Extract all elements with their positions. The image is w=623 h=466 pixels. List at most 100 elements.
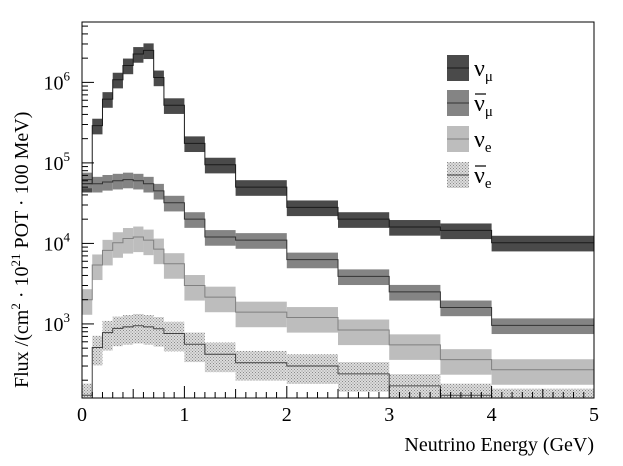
nu_e_bar-band-bin-10 — [204, 342, 236, 373]
nu_mu_bar-band-bin-7 — [153, 183, 164, 200]
legend-label-nu_mu: νμ — [474, 56, 493, 85]
legend-subscript: μ — [485, 104, 493, 120]
y-tick-label: 103 — [44, 310, 71, 336]
y-tick-base: 10 — [44, 153, 64, 175]
nu_mu_bar-band-bin-3 — [112, 173, 123, 190]
nu_e-band-bin-12 — [286, 307, 338, 333]
nu_e_bar-band-bin-12 — [286, 354, 338, 384]
y-axis-title-part1: Flux /(cm — [11, 309, 33, 388]
nu_e-central-line — [82, 236, 594, 371]
legend-symbol: ν — [474, 91, 485, 117]
nu_mu_bar-band-bin-8 — [163, 195, 185, 212]
y-tick-base: 10 — [44, 72, 64, 94]
legend-symbol: ν — [474, 163, 485, 189]
y-tick-label: 106 — [44, 68, 71, 94]
nu_e_bar-band-bin-0 — [82, 383, 93, 398]
nu_mu_bar-band-bin-2 — [102, 174, 113, 191]
x-axis: 0 1 2 3 4 5 — [77, 386, 599, 426]
nu_e-band-bin-5 — [133, 226, 144, 253]
y-axis-title-part3: POT · 100 MeV) — [11, 112, 33, 254]
nu_mu-band-bin-2 — [102, 92, 113, 108]
nu_mu-band-bin-9 — [184, 136, 205, 153]
nu_e_bar-band-bin-14 — [389, 374, 441, 398]
nu_mu_bar-band-bin-5 — [133, 173, 144, 190]
nu_mu_bar-band-bin-9 — [184, 212, 205, 228]
legend-label-nu_e: νe — [474, 127, 492, 156]
nu_mu_bar-band-bin-12 — [286, 252, 338, 269]
nu_mu_bar-band-bin-15 — [440, 300, 492, 317]
nu_e_bar-band-bin-4 — [122, 315, 134, 345]
x-tick-label: 3 — [384, 404, 394, 426]
nu_mu-band-bin-11 — [235, 180, 287, 196]
legend-symbol: ν — [474, 56, 485, 82]
nu_e_bar-band-bin-2 — [102, 320, 113, 351]
nu_mu_bar-band-bin-10 — [204, 230, 236, 246]
y-axis-title: Flux /(cm2 · 1021 POT · 100 MeV) — [8, 112, 33, 388]
nu_mu_bar-band-bin-11 — [235, 233, 287, 249]
nu_e_bar-band-bin-11 — [235, 350, 287, 381]
nu_mu-band-bin-1 — [92, 118, 103, 135]
flux-bands — [82, 43, 594, 398]
legend-label-nu_mu_bar: νμ — [474, 91, 493, 120]
nu_e-band-bin-1 — [92, 254, 103, 281]
x-tick-label: 4 — [487, 404, 497, 426]
nu_mu-band-bin-16 — [491, 235, 594, 252]
nu_e-band-bin-14 — [389, 334, 441, 360]
nu_e_bar-central-line — [82, 325, 493, 398]
nu_e-band-bin-8 — [163, 253, 185, 279]
nu_e-band-bin-11 — [235, 301, 287, 328]
nu_e_bar-band-bin-13 — [338, 362, 390, 392]
nu_e_bar-band-bin-5 — [133, 313, 144, 344]
y-tick-exp: 4 — [64, 229, 71, 244]
nu_mu_bar-band-bin-16 — [491, 318, 594, 335]
nu_mu-band-bin-15 — [440, 223, 492, 240]
y-tick-exp: 5 — [64, 149, 71, 164]
nu_mu-band-bin-3 — [112, 72, 123, 89]
nu_e-band-bin-9 — [184, 275, 205, 301]
nu_mu-band-bin-6 — [143, 43, 154, 60]
x-tick-label: 2 — [282, 404, 292, 426]
y-tick-label: 105 — [44, 149, 71, 175]
nu_e_bar-band-bin-15 — [440, 383, 492, 398]
nu_mu-band-bin-7 — [153, 70, 164, 87]
nu_e-band-bin-7 — [153, 238, 164, 265]
nu_e_bar-band-bin-1 — [92, 335, 103, 366]
nu_mu_bar-central-line — [82, 179, 594, 326]
y-tick-exp: 3 — [64, 310, 71, 325]
x-tick-label: 1 — [179, 404, 189, 426]
nu_mu_bar-band-bin-6 — [143, 176, 154, 193]
y-axis-title-sup2: 21 — [8, 253, 23, 266]
nu_mu-band-bin-8 — [163, 98, 185, 114]
nu_e-band-bin-4 — [122, 228, 134, 254]
y-tick-base: 10 — [44, 233, 64, 255]
nu_mu-band-bin-12 — [286, 200, 338, 217]
nu_mu_bar-band-bin-1 — [92, 176, 103, 193]
legend-subscript: e — [485, 140, 492, 156]
nu_mu_bar-band-bin-4 — [122, 172, 134, 189]
flux-lines — [82, 49, 594, 398]
nu_e_bar-band-bin-8 — [163, 321, 185, 352]
nu_e-band-bin-2 — [102, 239, 113, 266]
legend-subscript: e — [485, 176, 492, 192]
nu_e-band-bin-10 — [204, 286, 236, 313]
nu_e_bar-band-bin-3 — [112, 316, 123, 347]
nu_e-band-bin-16 — [491, 359, 594, 385]
nu_mu-band-bin-13 — [338, 212, 390, 228]
nu_mu-band-bin-14 — [389, 220, 441, 236]
legend-subscript: μ — [485, 69, 493, 85]
nu_mu_bar-band-bin-13 — [338, 269, 390, 286]
x-axis-title: Neutrino Energy (GeV) — [404, 434, 594, 456]
nu_mu-band-bin-10 — [204, 157, 236, 174]
y-tick-label: 104 — [44, 229, 71, 255]
nu_e-band-bin-0 — [82, 289, 93, 315]
x-tick-label: 0 — [77, 404, 87, 426]
nu_e-band-bin-3 — [112, 232, 123, 258]
nu_mu-central-line — [82, 49, 594, 244]
nu_e_bar-band-bin-7 — [153, 317, 164, 347]
legend-label-nu_e_bar: νe — [474, 163, 492, 192]
x-tick-label: 5 — [589, 404, 599, 426]
nu_e-band-bin-15 — [440, 349, 492, 375]
